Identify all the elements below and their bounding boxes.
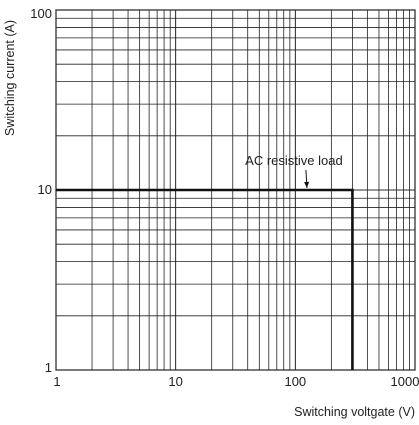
annotation-arrowhead [304,181,310,188]
x-tick-labels: 1 10 100 1000 [53,374,419,389]
x-tick-label: 10 [168,374,182,389]
y-axis-label: Switching current (A) [3,20,17,136]
x-tick-label: 1000 [391,374,419,389]
series-layer [56,188,354,370]
x-tick-label: 100 [284,374,306,389]
y-tick-label: 10 [38,182,52,197]
y-tick-label: 1 [45,360,52,375]
x-axis-label: Switching voltgate (V) [294,405,415,419]
annotation-layer: AC resistive load [245,153,343,189]
annotation-label: AC resistive load [245,153,343,168]
y-tick-labels: 1 10 100 [30,6,52,375]
x-tick-label: 1 [53,374,60,389]
series-line-ac-resistive-load [56,188,354,370]
y-tick-label: 100 [30,6,52,21]
